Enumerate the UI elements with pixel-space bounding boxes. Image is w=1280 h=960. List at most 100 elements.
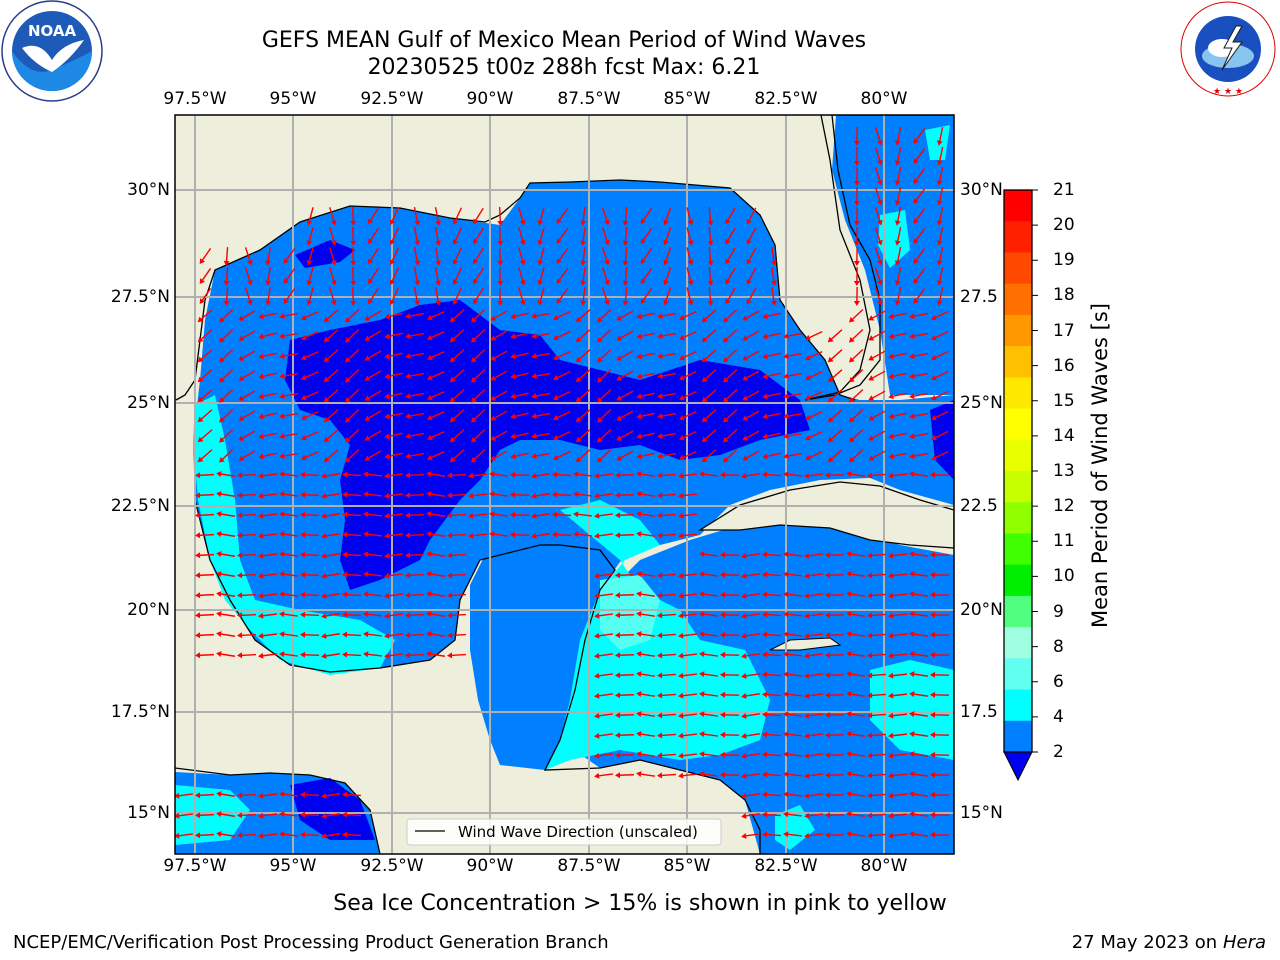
wave-arrow-head bbox=[490, 455, 497, 461]
wave-arrow-head bbox=[449, 436, 456, 443]
wave-arrow bbox=[703, 449, 717, 461]
wave-arrow bbox=[744, 450, 760, 460]
wave-arrow bbox=[323, 653, 341, 657]
wave-arrow-head bbox=[846, 711, 852, 718]
wave-arrow-head bbox=[679, 414, 685, 421]
wave-arrow-head bbox=[930, 811, 936, 818]
wave-arrow-head bbox=[368, 218, 374, 225]
wave-arrow bbox=[429, 431, 445, 439]
wave-arrow bbox=[386, 473, 404, 477]
wave-arrow bbox=[896, 267, 902, 283]
wave-arrow bbox=[869, 553, 887, 557]
wave-arrow-head bbox=[575, 356, 582, 363]
wave-arrow-head bbox=[537, 239, 544, 246]
wave-arrow bbox=[638, 593, 656, 597]
lat-tick-right: 27.5 bbox=[960, 287, 998, 307]
wave-arrow bbox=[911, 613, 929, 617]
wave-arrow-head bbox=[552, 531, 558, 538]
wave-arrow-head bbox=[894, 160, 901, 166]
wave-arrow-head bbox=[707, 300, 714, 306]
wave-arrow bbox=[449, 633, 467, 637]
wave-arrow bbox=[785, 813, 803, 817]
wave-arrow bbox=[387, 372, 403, 378]
wave-arrow-head bbox=[195, 592, 201, 599]
wave-arrow bbox=[601, 227, 609, 243]
wave-arrow-head bbox=[762, 651, 768, 658]
wave-arrow bbox=[391, 227, 399, 243]
wave-arrow-head bbox=[531, 492, 537, 499]
wave-arrow-head bbox=[678, 772, 684, 779]
wave-arrow bbox=[582, 246, 586, 264]
wave-arrow-head bbox=[678, 672, 684, 679]
wave-arrow-head bbox=[615, 712, 621, 719]
wave-arrow-head bbox=[846, 571, 852, 578]
wave-arrow bbox=[451, 349, 465, 361]
wave-arrow bbox=[848, 713, 866, 717]
wave-arrow bbox=[765, 352, 781, 358]
wave-arrow-head bbox=[238, 315, 245, 321]
wave-arrow-head bbox=[405, 353, 411, 360]
wave-arrow bbox=[911, 773, 929, 777]
wave-arrow-head bbox=[913, 278, 919, 284]
wave-arrow bbox=[618, 310, 634, 320]
wave-arrow bbox=[786, 352, 802, 358]
wave-arrow bbox=[344, 513, 362, 517]
wave-arrow bbox=[220, 388, 234, 402]
wave-arrow bbox=[325, 409, 339, 421]
colorbar-band bbox=[1004, 346, 1032, 378]
wave-arrow-head bbox=[804, 472, 810, 479]
wave-arrow bbox=[352, 286, 354, 304]
wave-arrow bbox=[554, 533, 572, 537]
wave-arrow bbox=[596, 573, 614, 577]
wave-arrow-head bbox=[490, 375, 497, 381]
wave-arrow-head bbox=[636, 413, 642, 420]
wave-arrow-head bbox=[679, 314, 685, 321]
wave-arrow-head bbox=[679, 394, 685, 401]
wave-arrow bbox=[806, 793, 824, 797]
wave-arrow bbox=[261, 392, 277, 398]
wave-arrow-head bbox=[723, 396, 729, 403]
wave-arrow-head bbox=[531, 373, 537, 380]
wave-arrow-head bbox=[580, 300, 587, 306]
wave-arrow bbox=[874, 267, 882, 283]
wave-arrow-head bbox=[594, 752, 600, 759]
wave-arrow bbox=[555, 431, 571, 439]
wave-arrow-head bbox=[825, 692, 831, 699]
wave-arrow bbox=[764, 833, 782, 837]
wave-arrow-head bbox=[783, 691, 789, 698]
wave-arrow-head bbox=[909, 611, 915, 618]
wave-arrow bbox=[624, 226, 628, 244]
wave-arrow-head bbox=[345, 376, 351, 383]
wave-arrow-head bbox=[342, 811, 348, 818]
wave-arrow bbox=[891, 452, 907, 458]
wave-arrow-head bbox=[471, 456, 477, 463]
wave-arrow-head bbox=[783, 453, 789, 460]
wave-arrow-head bbox=[783, 751, 789, 758]
wave-arrow-head bbox=[384, 433, 390, 440]
wave-arrow bbox=[260, 793, 278, 797]
wave-arrow-head bbox=[216, 471, 222, 478]
wave-arrow bbox=[785, 773, 803, 777]
wave-arrow-head bbox=[909, 313, 915, 320]
wave-arrow-head bbox=[575, 336, 582, 343]
wave-arrow bbox=[624, 266, 628, 284]
wave-arrow-head bbox=[510, 453, 516, 460]
wave-arrow-head bbox=[742, 435, 749, 441]
lon-tick-bottom: 80°W bbox=[860, 856, 908, 876]
wave-arrow-head bbox=[510, 393, 516, 400]
colorbar-tick-label: 12 bbox=[1053, 496, 1075, 517]
wave-arrow bbox=[617, 614, 635, 616]
wave-arrow-head bbox=[699, 751, 705, 758]
wave-arrow-head bbox=[553, 374, 559, 381]
wave-arrow-head bbox=[930, 571, 936, 578]
wave-arrow-head bbox=[741, 552, 747, 559]
wave-arrow-head bbox=[258, 812, 264, 819]
wave-arrow-head bbox=[657, 453, 663, 460]
wave-arrow bbox=[308, 287, 314, 303]
lat-tick-left: 15°N bbox=[127, 803, 170, 823]
wave-arrow bbox=[764, 593, 782, 597]
wave-arrow bbox=[534, 392, 550, 398]
wave-arrow-head bbox=[323, 336, 330, 343]
wave-arrow-head bbox=[825, 592, 831, 599]
wave-arrow-head bbox=[723, 416, 729, 423]
